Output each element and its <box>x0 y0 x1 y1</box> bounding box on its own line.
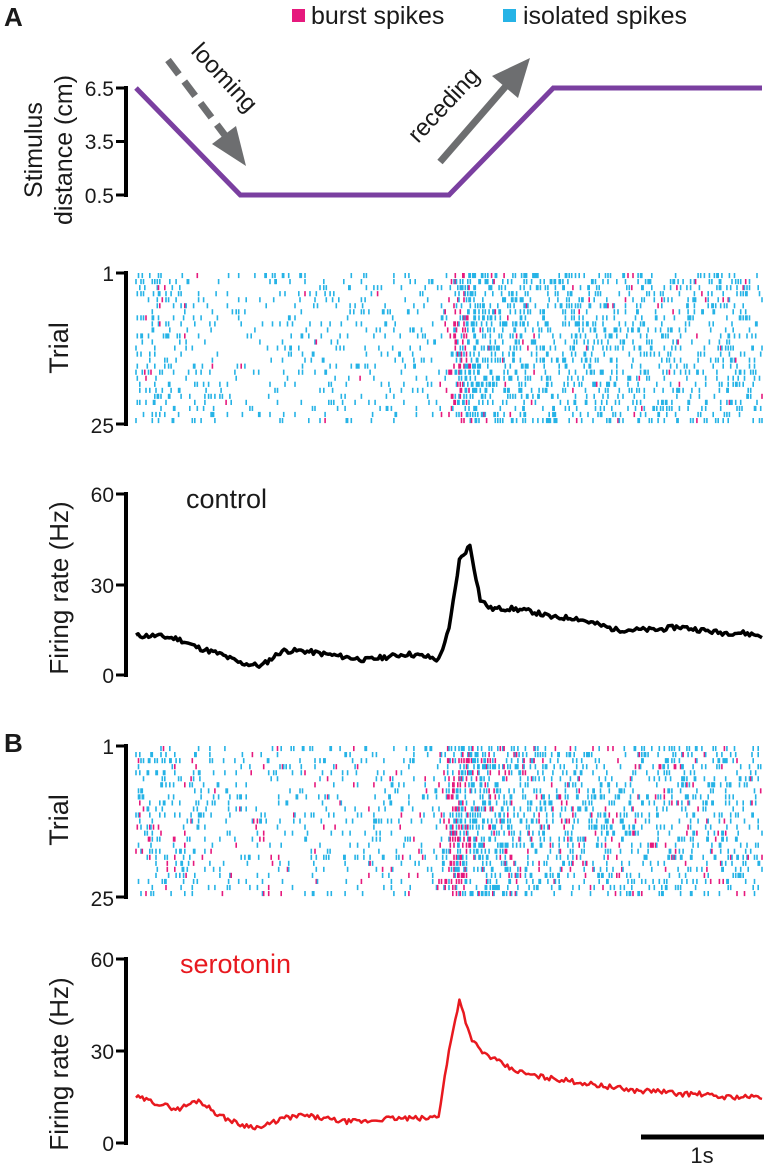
scale-bar-label: 1s <box>690 1143 713 1167</box>
receding-arrow-shaft <box>437 83 509 165</box>
raster-serotonin-chart: Trial 1 25 <box>44 736 763 911</box>
rate-serotonin-line <box>135 998 763 1131</box>
stimulus-chart: Stimulus distance (cm) 6.5 3.5 0.5 loomi… <box>20 38 762 225</box>
raster-serotonin-ylabel: Trial <box>44 794 74 846</box>
rate-serotonin-tick-label: 0 <box>102 1133 114 1156</box>
rate-control-line <box>135 543 763 669</box>
legend-burst-swatch <box>292 9 305 22</box>
raster-serotonin-spikes <box>135 746 763 897</box>
rate-control-tick-label: 60 <box>91 484 114 507</box>
receding-label: receding <box>403 62 486 148</box>
raster-control-spikes <box>135 273 763 424</box>
rate-control-tick-label: 30 <box>91 575 114 598</box>
receding-arrow-head <box>492 58 530 98</box>
looming-label: looming <box>186 38 263 118</box>
rate-control-tick-label: 0 <box>102 665 114 688</box>
looming-arrow-shaft <box>165 57 233 145</box>
rate-serotonin-chart: Firing rate (Hz) 60 30 0 serotonin <box>44 949 763 1156</box>
raster-control-tick-label: 1 <box>102 263 114 286</box>
legend-isolated-label: isolated spikes <box>523 2 687 30</box>
legend-isolated-swatch <box>503 9 516 22</box>
rate-control-ylabel: Firing rate (Hz) <box>44 501 74 674</box>
panel-label-b: B <box>4 728 23 758</box>
looming-arrow-head <box>212 126 246 166</box>
legend-burst-label: burst spikes <box>311 2 444 30</box>
stimulus-distance-line <box>134 85 762 198</box>
rate-serotonin-tick-label: 60 <box>91 949 114 972</box>
rate-serotonin-annotation: serotonin <box>180 949 291 979</box>
rate-serotonin-tick-label: 30 <box>91 1041 114 1064</box>
rate-control-chart: Firing rate (Hz) 60 30 0 control <box>44 484 763 688</box>
panel-label-a: A <box>4 2 23 32</box>
raster-control-tick-label: 25 <box>91 415 114 438</box>
stimulus-ylabel-line2: distance (cm) <box>50 75 78 225</box>
stimulus-tick-label: 6.5 <box>85 78 114 101</box>
stimulus-ylabel-line1: Stimulus <box>20 102 48 198</box>
raster-serotonin-tick-label: 1 <box>102 736 114 759</box>
raster-control-chart: Trial 1 25 <box>44 263 763 438</box>
raster-serotonin-tick-label: 25 <box>91 888 114 911</box>
rate-serotonin-ylabel: Firing rate (Hz) <box>44 977 74 1150</box>
stimulus-tick-label: 3.5 <box>85 131 114 154</box>
rate-control-annotation: control <box>186 484 267 514</box>
raster-control-ylabel: Trial <box>44 322 74 374</box>
stimulus-tick-label: 0.5 <box>85 185 114 208</box>
